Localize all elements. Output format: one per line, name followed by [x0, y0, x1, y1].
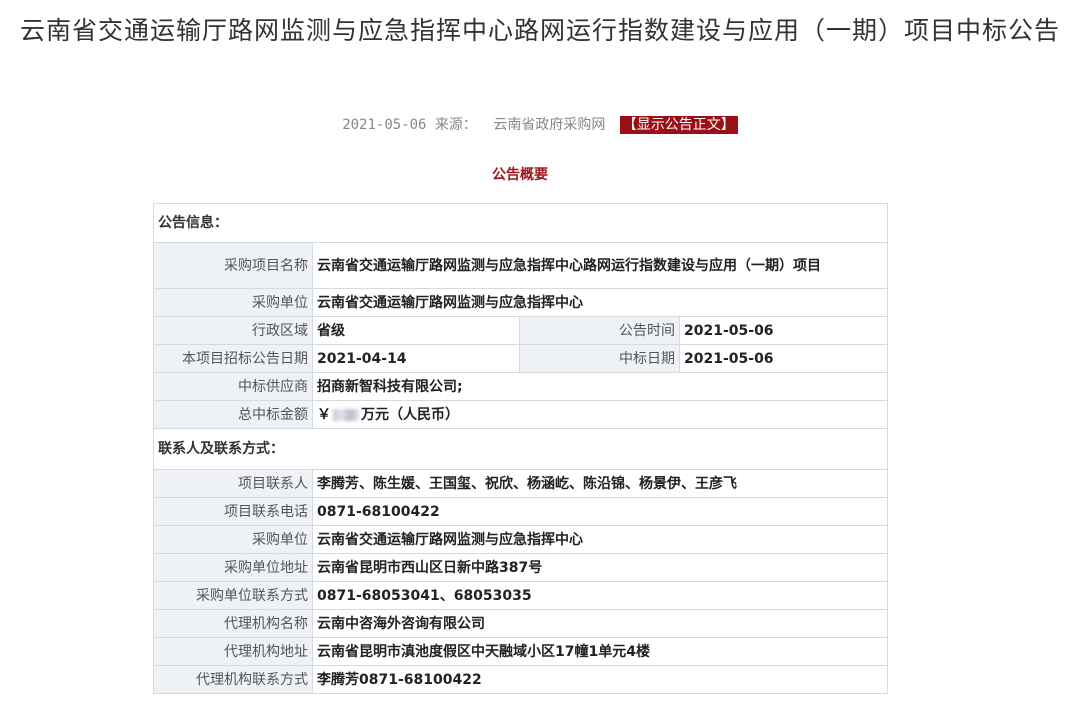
- announce-time-value: 2021-05-06: [679, 316, 888, 345]
- tender-date-value: 2021-04-14: [312, 344, 520, 373]
- table-row: 项目联系人 李腾芳、陈生媛、王国玺、祝欣、杨涵屹、陈沿锦、杨景伊、王彦飞: [153, 469, 888, 498]
- supplier-value: 招商新智科技有限公司;: [312, 372, 888, 401]
- table-row: 采购单位 云南省交通运输厅路网监测与应急指挥中心: [153, 525, 888, 554]
- amount-value: ￥ 万元（人民币）: [312, 400, 888, 429]
- field-label: 总中标金额: [153, 400, 313, 429]
- field-label: 代理机构地址: [153, 637, 313, 666]
- amount-prefix: ￥: [317, 406, 331, 423]
- announcement-meta: 2021-05-06 来源： 云南省政府采购网 【显示公告正文】: [0, 114, 1080, 134]
- table-row: 本项目招标公告日期 2021-04-14 中标日期 2021-05-06: [153, 344, 888, 373]
- field-label: 项目联系人: [153, 469, 313, 498]
- table-row: 代理机构名称 云南中咨海外咨询有限公司: [153, 609, 888, 638]
- field-label: 采购单位: [153, 288, 313, 317]
- table-row: 采购单位 云南省交通运输厅路网监测与应急指挥中心: [153, 288, 888, 317]
- table-row: 采购单位联系方式 0871-68053041、68053035: [153, 581, 888, 610]
- field-label: 采购项目名称: [153, 242, 313, 289]
- table-row: 采购项目名称 云南省交通运输厅路网监测与应急指挥中心路网运行指数建设与应用（一期…: [153, 242, 888, 289]
- redacted-amount: [333, 408, 359, 421]
- field-value: 云南省交通运输厅路网监测与应急指挥中心: [312, 525, 888, 554]
- field-value: 李腾芳、陈生媛、王国玺、祝欣、杨涵屹、陈沿锦、杨景伊、王彦飞: [312, 469, 888, 498]
- field-value: 云南中咨海外咨询有限公司: [312, 609, 888, 638]
- amount-suffix: 万元（人民币）: [361, 406, 459, 423]
- field-label: 代理机构联系方式: [153, 665, 313, 694]
- purchaser-value: 云南省交通运输厅路网监测与应急指挥中心: [312, 288, 888, 317]
- table-row: 中标供应商 招商新智科技有限公司;: [153, 372, 888, 401]
- project-name-value: 云南省交通运输厅路网监测与应急指挥中心路网运行指数建设与应用（一期）项目: [312, 242, 888, 289]
- announcement-table: 公告信息： 采购项目名称 云南省交通运输厅路网监测与应急指挥中心路网运行指数建设…: [153, 203, 888, 694]
- section-info-heading: 公告信息：: [153, 203, 888, 243]
- field-label: 中标供应商: [153, 372, 313, 401]
- show-full-text-button[interactable]: 【显示公告正文】: [619, 116, 738, 134]
- field-label: 行政区域: [153, 316, 313, 345]
- field-label: 采购单位地址: [153, 553, 313, 582]
- summary-heading: 公告概要: [492, 167, 548, 183]
- publish-date: 2021-05-06: [342, 117, 427, 133]
- field-value: 0871-68100422: [312, 497, 888, 526]
- field-value: 云南省昆明市西山区日新中路387号: [312, 553, 888, 582]
- page-title: 云南省交通运输厅路网监测与应急指挥中心路网运行指数建设与应用（一期）项目中标公告: [19, 16, 1060, 45]
- field-value: 李腾芳0871-68100422: [312, 665, 888, 694]
- table-row: 采购单位地址 云南省昆明市西山区日新中路387号: [153, 553, 888, 582]
- field-value: 0871-68053041、68053035: [312, 581, 888, 610]
- region-value: 省级: [312, 316, 520, 345]
- source-label: 来源：: [434, 117, 477, 133]
- source-name: 云南省政府采购网: [493, 117, 606, 133]
- field-label: 公告时间: [519, 316, 680, 345]
- field-label: 代理机构名称: [153, 609, 313, 638]
- field-value: 云南省昆明市滇池度假区中天融域小区17幢1单元4楼: [312, 637, 888, 666]
- table-row: 代理机构地址 云南省昆明市滇池度假区中天融域小区17幢1单元4楼: [153, 637, 888, 666]
- table-row: 项目联系电话 0871-68100422: [153, 497, 888, 526]
- field-label: 采购单位: [153, 525, 313, 554]
- field-label: 本项目招标公告日期: [153, 344, 313, 373]
- field-label: 采购单位联系方式: [153, 581, 313, 610]
- field-label: 项目联系电话: [153, 497, 313, 526]
- section-contact-heading: 联系人及联系方式：: [153, 428, 888, 470]
- table-row: 总中标金额 ￥ 万元（人民币）: [153, 400, 888, 429]
- award-date-value: 2021-05-06: [679, 344, 888, 373]
- table-row: 代理机构联系方式 李腾芳0871-68100422: [153, 665, 888, 694]
- table-row: 行政区域 省级 公告时间 2021-05-06: [153, 316, 888, 345]
- field-label: 中标日期: [519, 344, 680, 373]
